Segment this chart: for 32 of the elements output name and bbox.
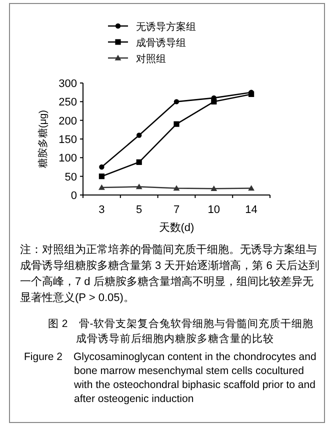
point xyxy=(174,99,180,104)
x-tick-label: 5 xyxy=(136,204,142,216)
point xyxy=(98,174,104,180)
point xyxy=(174,121,180,127)
point xyxy=(173,185,180,191)
point xyxy=(248,185,254,191)
legend-label: 无诱导方案组 xyxy=(136,21,196,33)
x-axis-title: 天数(d) xyxy=(158,222,194,234)
y-tick-label: 0 xyxy=(70,190,77,202)
y-tick-label: 250 xyxy=(58,96,77,109)
y-tick-label: 150 xyxy=(58,134,77,146)
y-tick-label: 200 xyxy=(58,115,77,128)
caption: Figure 2 Glycosaminoglycan content in the chondrocytes and bone marrow mesenchymal stem cells cocultured with the osteochondral biphasic scaffold prior to and after osteogenic induction xyxy=(24,350,318,406)
point xyxy=(98,184,105,190)
text: 注：对照组为正常培养的骨髓间充质干细胞。无诱导方案组与成骨诱导组糖胺多糖含量第 3 天开始逐渐增高，第 6 天后达到一个高峰，7 d 后糖胺多糖含量增高不明显，组间比较差异无显著性意义(P > 0.05)。 xyxy=(20,242,320,306)
x-tick-label: 14 xyxy=(245,204,258,216)
x-tick-label: 10 xyxy=(208,204,220,216)
x-tick-label: 7 xyxy=(173,204,180,216)
point xyxy=(211,98,217,104)
legend-label: 成骨诱导组 xyxy=(136,37,186,49)
point xyxy=(99,164,104,170)
x-tick-label: 3 xyxy=(98,204,105,216)
point xyxy=(136,132,142,138)
y-tick-label: 100 xyxy=(58,152,77,165)
y-tick-label: 50 xyxy=(64,171,77,184)
legend-label: 对照组 xyxy=(136,53,166,65)
point xyxy=(136,159,142,165)
y-tick-label: 300 xyxy=(58,78,77,90)
point xyxy=(136,184,142,190)
point xyxy=(210,185,218,192)
y-axis-title: 糖胺多糖(μg) xyxy=(37,110,49,168)
caption: 图 2 骨-软骨支架复合兔软骨细胞与骨髓间充质干细胞成骨诱导前后细胞内糖胺多糖含量的比较 xyxy=(48,317,314,347)
